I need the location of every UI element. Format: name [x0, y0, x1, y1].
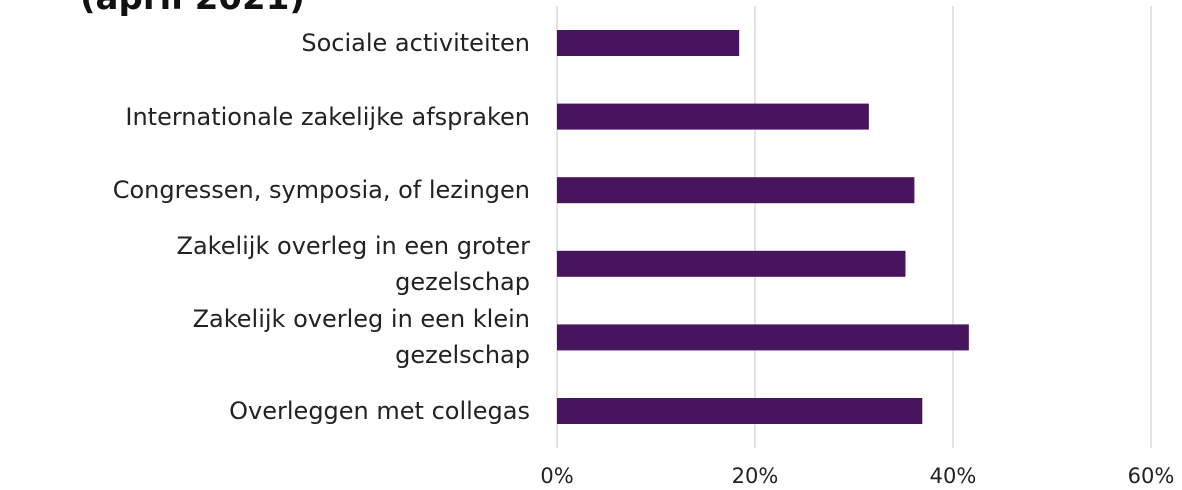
x-tick-label: 20% [731, 464, 779, 488]
y-tick-label: Zakelijk overleg in een groter gezelscha… [176, 231, 530, 296]
y-tick-label: Internationale zakelijke afspraken [125, 102, 530, 131]
y-tick-label: Overleggen met collegas [229, 397, 530, 425]
bar [557, 398, 923, 424]
x-tick-label: 60% [1127, 464, 1175, 488]
chart-title: (april 2021) [80, 0, 305, 18]
bar [557, 103, 869, 130]
x-tick-label: 40% [929, 464, 977, 488]
bar [557, 177, 915, 204]
bar [557, 250, 906, 277]
bar [557, 324, 969, 351]
bar [557, 30, 740, 56]
y-tick-label: Zakelijk overleg in een klein gezelschap [192, 305, 530, 370]
y-tick-label: Sociale activiteiten [301, 29, 530, 57]
y-tick-label: Congressen, symposia, of lezingen [112, 176, 530, 205]
x-tick-label: 0% [540, 464, 574, 488]
